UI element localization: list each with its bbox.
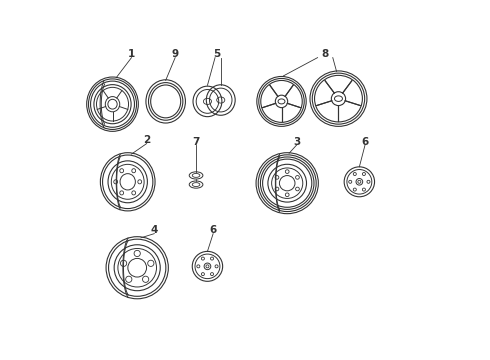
- Text: 8: 8: [321, 49, 329, 59]
- Text: 1: 1: [128, 49, 135, 59]
- Text: 3: 3: [293, 136, 300, 147]
- Text: 2: 2: [143, 135, 150, 145]
- Text: 6: 6: [210, 225, 217, 235]
- Text: 6: 6: [362, 136, 368, 147]
- Text: 5: 5: [213, 49, 220, 59]
- Text: 4: 4: [150, 225, 158, 235]
- Text: 9: 9: [172, 49, 179, 59]
- Text: 7: 7: [193, 136, 200, 147]
